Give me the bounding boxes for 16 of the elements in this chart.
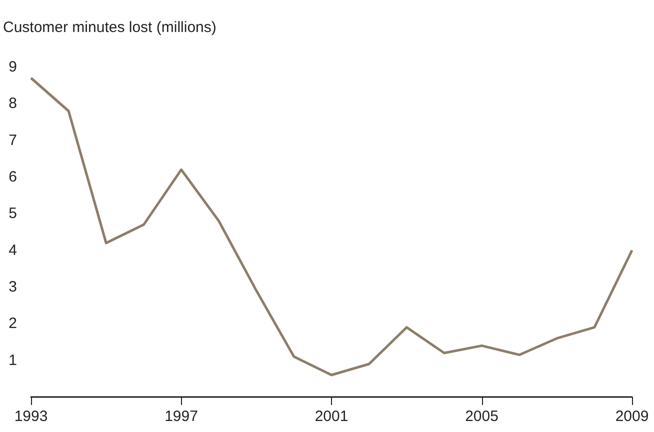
y-tick-label: 4 — [8, 242, 17, 259]
x-tick-label: 2005 — [465, 408, 498, 425]
y-tick-label: 5 — [8, 205, 17, 222]
x-tick-label: 2001 — [314, 408, 348, 425]
y-tick-label: 9 — [8, 58, 17, 76]
line-series — [30, 76, 634, 376]
y-tick-label: 2 — [8, 315, 17, 332]
y-tick-label: 8 — [8, 95, 17, 112]
x-tick-label: 2009 — [615, 408, 649, 425]
x-tick-label: 1993 — [14, 408, 48, 425]
y-tick-label: 1 — [8, 352, 17, 369]
x-tick-label: 1997 — [164, 408, 198, 425]
y-tick-label: 7 — [8, 132, 17, 149]
y-tick-label: 3 — [8, 278, 17, 296]
y-tick-label: 6 — [8, 168, 17, 186]
y-axis-title: Customer minutes lost (millions) — [3, 19, 216, 36]
